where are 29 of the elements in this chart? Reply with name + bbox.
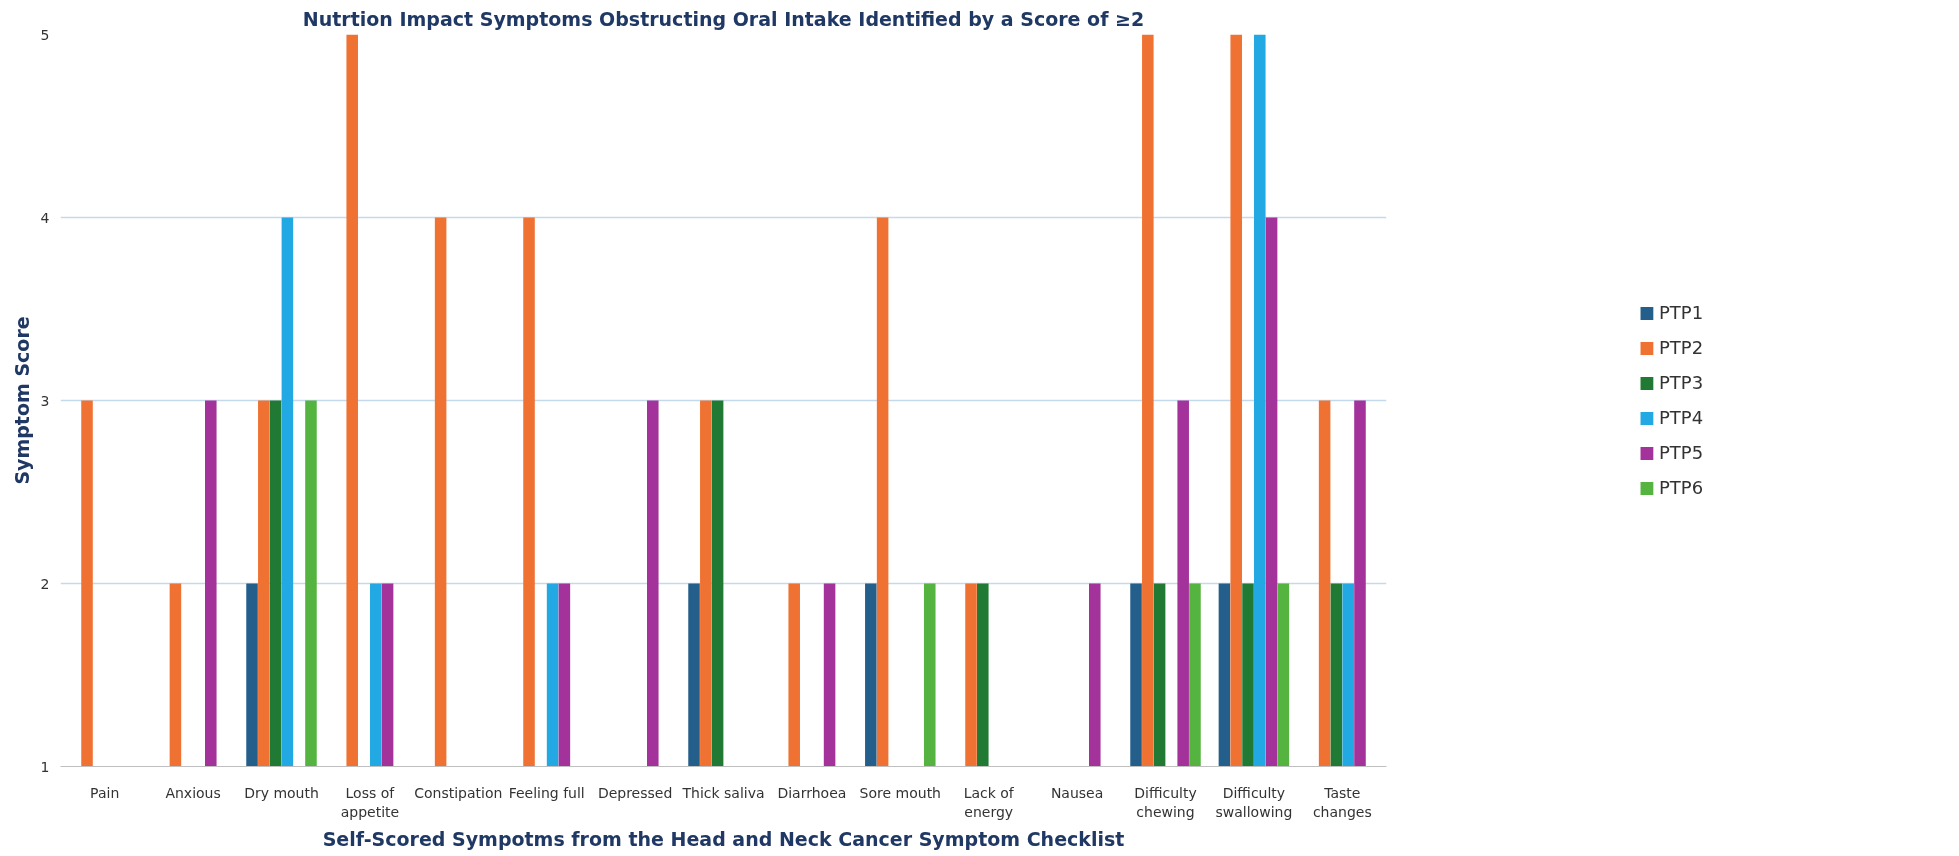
x-tick-label: Feeling full <box>508 784 585 801</box>
x-tick-label: Pain <box>90 784 120 801</box>
x-tick-label: Taste changes <box>1312 784 1372 820</box>
y-tick-label: 1 <box>40 758 50 775</box>
legend-label: PTP6 <box>1658 477 1704 498</box>
x-tick-label: Thick saliva <box>681 784 765 801</box>
y-tick-label: 5 <box>40 26 50 43</box>
legend-label: PTP2 <box>1658 337 1704 358</box>
legend-label: PTP1 <box>1658 302 1704 323</box>
x-tick-label: Diarrhoea <box>777 784 847 801</box>
y-tick-label: 2 <box>40 575 50 592</box>
legend-label: PTP3 <box>1658 372 1704 393</box>
y-tick-label: 4 <box>40 209 50 226</box>
legend-label: PTP4 <box>1658 407 1704 428</box>
x-tick-label: Nausea <box>1050 784 1104 801</box>
x-tick-label: Constipation <box>414 784 503 801</box>
chart-title: Nutrtion Impact Symptoms Obstructing Oral Intake Identified by a Score of ≥2 <box>302 7 1145 30</box>
x-tick-label: Dry mouth <box>244 784 319 801</box>
x-tick-label: Lack of energy <box>963 784 1015 820</box>
x-axis-title: Self-Scored Sympotms from the Head and Neck Cancer Symptom Checklist <box>322 827 1125 850</box>
x-tick-label: Difficulty chewing <box>1134 784 1197 820</box>
x-tick-label: Depressed <box>597 784 673 801</box>
x-tick-label: Difficulty swallowing <box>1215 784 1293 820</box>
x-tick-label: Loss of appetite <box>340 784 400 820</box>
legend-label: PTP5 <box>1658 442 1704 463</box>
y-tick-label: 3 <box>40 392 50 409</box>
x-tick-label: Anxious <box>165 784 221 801</box>
y-axis-title: Symptom Score <box>10 316 33 485</box>
x-tick-label: Sore mouth <box>859 784 942 801</box>
